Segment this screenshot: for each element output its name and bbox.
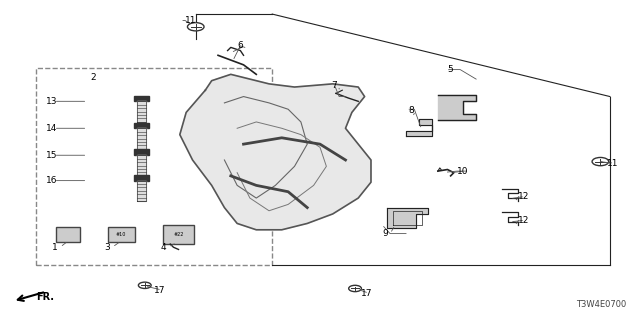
Text: #22: #22 — [173, 232, 184, 237]
Text: 14: 14 — [46, 124, 58, 133]
Bar — [163, 225, 194, 244]
Text: 8: 8 — [408, 106, 413, 115]
Bar — [36, 68, 272, 265]
Bar — [108, 227, 134, 243]
Text: 2: 2 — [91, 73, 96, 82]
Text: 3: 3 — [104, 243, 110, 252]
Text: 7: 7 — [332, 81, 337, 90]
Text: 11: 11 — [185, 16, 196, 25]
Text: 15: 15 — [46, 151, 58, 160]
Polygon shape — [438, 95, 476, 120]
Polygon shape — [134, 96, 149, 101]
Polygon shape — [134, 123, 149, 128]
Polygon shape — [138, 180, 146, 201]
Text: 12: 12 — [518, 216, 529, 225]
Text: 11: 11 — [607, 159, 618, 168]
Polygon shape — [138, 101, 146, 122]
Polygon shape — [134, 175, 149, 180]
Polygon shape — [406, 119, 431, 136]
Bar — [56, 227, 81, 243]
Text: 10: 10 — [457, 167, 468, 176]
Text: 4: 4 — [161, 243, 166, 252]
Text: 12: 12 — [518, 192, 529, 201]
Text: 1: 1 — [52, 243, 58, 252]
Circle shape — [188, 23, 204, 31]
Circle shape — [349, 285, 362, 292]
Text: 13: 13 — [46, 97, 58, 106]
Text: FR.: FR. — [36, 292, 54, 302]
Text: 5: 5 — [447, 65, 453, 74]
Circle shape — [138, 282, 151, 288]
Circle shape — [592, 157, 609, 166]
Text: 16: 16 — [46, 176, 58, 185]
Text: 9: 9 — [383, 229, 388, 238]
Text: #10: #10 — [116, 232, 126, 237]
Polygon shape — [138, 128, 146, 149]
Text: 17: 17 — [154, 285, 166, 295]
Text: T3W4E0700: T3W4E0700 — [575, 300, 626, 309]
Polygon shape — [180, 74, 371, 230]
Polygon shape — [138, 155, 146, 176]
Polygon shape — [134, 149, 149, 155]
Text: 6: 6 — [237, 41, 243, 50]
Polygon shape — [387, 208, 428, 228]
Text: 17: 17 — [362, 289, 373, 298]
